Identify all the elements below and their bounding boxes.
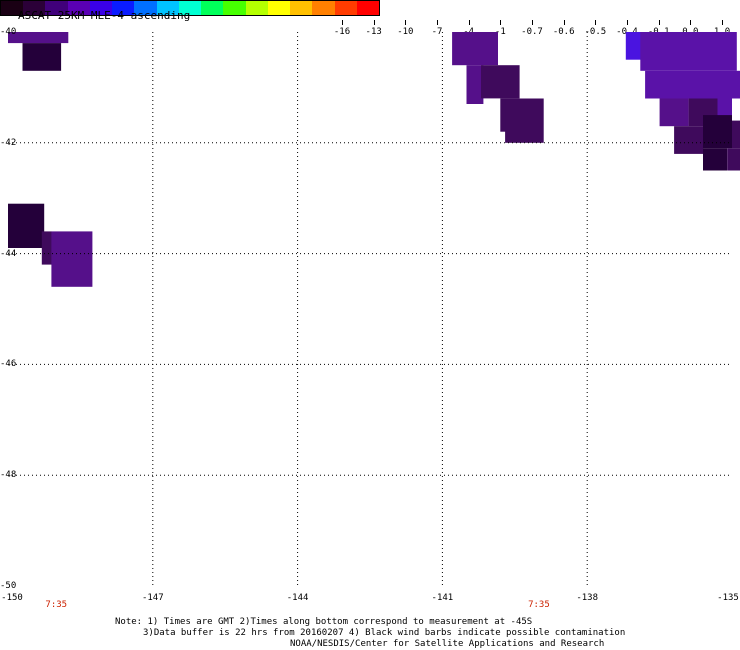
wind-data-cell (466, 65, 484, 104)
wind-data-cell (481, 65, 520, 99)
longitude-label: -141 (431, 593, 454, 603)
color-scale-tick (658, 20, 660, 25)
color-scale-segment (89, 1, 113, 15)
color-scale-segment (245, 1, 268, 15)
color-scale-tick-label: -0.6 (552, 27, 575, 37)
note-line-3: NOAA/NESDIS/Center for Satellite Applica… (290, 639, 605, 649)
color-scale-segment (312, 1, 335, 15)
wind-data-cell (659, 98, 689, 127)
longitude-label: -147 (141, 593, 164, 603)
wind-data-cell (51, 231, 93, 287)
color-scale-segment (134, 1, 157, 15)
color-scale-segment (67, 1, 90, 15)
latitude-label: -48 (0, 470, 17, 481)
color-scale-tick-label: -7 (431, 27, 443, 37)
wind-data-cell (640, 32, 737, 71)
longitude-label: -144 (286, 593, 309, 603)
latitude-label: -42 (0, 137, 17, 148)
time-label: 7:35 (45, 600, 68, 610)
wind-data-cell (8, 203, 45, 248)
wind-data-cell (452, 32, 498, 66)
latitude-label: -46 (0, 359, 17, 370)
note-line-1: Note: 1) Times are GMT 2)Times along bot… (115, 617, 533, 627)
wind-data-cell (22, 43, 62, 71)
wind-data-cell (732, 120, 740, 149)
longitude-label: -135 (717, 593, 739, 603)
color-scale-tick (373, 20, 375, 25)
color-scale-tick (532, 20, 533, 25)
color-scale-segment (112, 1, 135, 15)
color-scale-segment (156, 1, 179, 15)
longitude-label: -150 (1, 593, 23, 603)
wind-data-cell (703, 148, 728, 171)
longitude-label: -138 (576, 593, 599, 603)
latitude-label: -40 (0, 27, 17, 37)
color-scale-tick (595, 20, 597, 25)
color-scale-segment (334, 1, 357, 15)
wind-data-cell (727, 148, 740, 171)
color-scale-segment (223, 1, 246, 15)
map-title: ASCAT 25KM MLE-4 ascending (18, 9, 191, 22)
color-scale-tick-label: -16 (333, 27, 351, 37)
color-scale-tick (500, 20, 502, 25)
time-label: 7:35 (528, 600, 550, 610)
color-scale-tick (722, 20, 723, 25)
wind-data-cell (625, 32, 643, 60)
color-scale-segment (267, 1, 291, 15)
color-scale-tick (627, 20, 628, 25)
color-scale-tick (563, 20, 565, 25)
color-scale-tick (405, 20, 407, 25)
color-scale-segment (1, 1, 24, 15)
color-scale-bar (0, 0, 380, 16)
color-scale-tick-label: -0.7 (521, 27, 543, 37)
color-scale-tick (342, 20, 343, 25)
data-cells (8, 32, 740, 287)
color-scale-tick (437, 20, 438, 25)
color-scale-segment (178, 1, 202, 15)
color-scale-tick-label: -0.5 (584, 27, 607, 37)
color-scale-tick (690, 20, 692, 25)
wind-data-cell (674, 126, 704, 154)
color-scale-tick-label: -13 (365, 27, 382, 37)
color-scale-segment (45, 1, 68, 15)
note-line-2: 3)Data buffer is 22 hrs from 20160207 4)… (143, 628, 626, 638)
latitude-label: -50 (0, 581, 17, 591)
graticule (8, 32, 732, 586)
color-scale-tick (468, 20, 470, 25)
color-scale-tick-label: -10 (397, 27, 414, 37)
latitude-label: -44 (0, 248, 17, 259)
color-scale-tick-label: -1 (494, 27, 506, 37)
wind-data-cell (8, 32, 69, 44)
color-scale-segment (290, 1, 313, 15)
wind-data-cell (41, 231, 52, 265)
color-scale-segment (23, 1, 46, 15)
wind-data-cell (703, 115, 732, 149)
color-scale-segment (356, 1, 379, 15)
wind-data-cell (505, 98, 544, 143)
color-scale-segment (201, 1, 224, 15)
